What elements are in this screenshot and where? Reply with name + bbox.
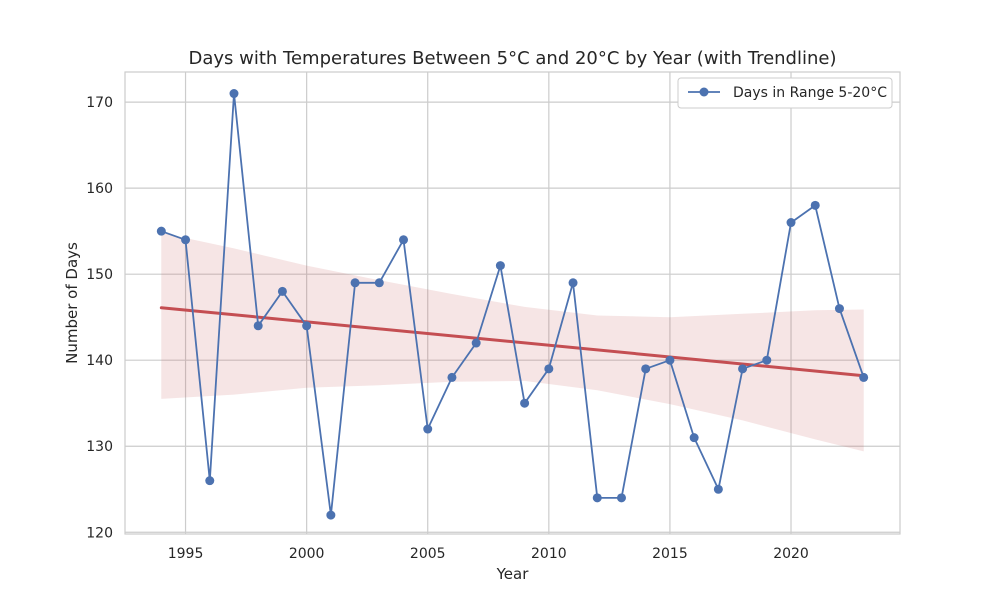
series-layer [156, 89, 869, 520]
x-tick-label: 2000 [289, 546, 325, 562]
data-point [495, 261, 505, 271]
data-point [520, 398, 530, 408]
data-point [689, 433, 699, 443]
plot-area [124, 71, 901, 535]
legend-marker-swatch [699, 87, 709, 97]
data-point [713, 484, 723, 494]
data-point [302, 321, 312, 331]
data-point [156, 226, 166, 236]
trendline [159, 306, 866, 378]
data-point [738, 364, 748, 374]
y-tick-label: 120 [86, 525, 113, 541]
legend: Days in Range 5-20°C [677, 77, 893, 109]
chart-title: Days with Temperatures Between 5°C and 2… [188, 48, 836, 69]
data-point [350, 278, 360, 288]
data-point [471, 338, 481, 348]
data-point [592, 493, 602, 503]
data-point [447, 372, 457, 382]
data-point [544, 364, 554, 374]
data-point [810, 200, 820, 210]
data-point [374, 278, 384, 288]
data-point [786, 218, 796, 228]
data-point [665, 355, 675, 365]
y-tick-label: 160 [86, 181, 113, 197]
y-tick-label: 130 [86, 439, 113, 455]
x-axis-label: Year [496, 565, 530, 583]
data-point [568, 278, 578, 288]
x-tick-label: 2005 [410, 546, 446, 562]
x-tick-label: 2020 [773, 546, 809, 562]
data-point [762, 355, 772, 365]
data-point [399, 235, 409, 245]
data-point [834, 304, 844, 314]
data-point [859, 372, 869, 382]
grid [125, 72, 900, 534]
data-point [277, 286, 287, 296]
data-point [641, 364, 651, 374]
data-point [326, 510, 336, 520]
trendline-layer [159, 306, 866, 378]
x-tick-label: 1995 [168, 546, 204, 562]
y-tick-label: 150 [86, 267, 113, 283]
x-tick-labels: 1995 2000 2005 2010 2015 2020 [168, 546, 809, 562]
data-point [229, 89, 239, 99]
data-point [423, 424, 433, 434]
data-point [181, 235, 191, 245]
legend-box [677, 77, 893, 109]
y-tick-label: 170 [86, 95, 113, 111]
legend-label: Days in Range 5-20°C [733, 85, 887, 101]
data-point [616, 493, 626, 503]
x-tick-label: 2010 [531, 546, 567, 562]
data-point [253, 321, 263, 331]
x-tick-label: 2015 [652, 546, 688, 562]
data-point [205, 476, 215, 486]
y-axis-label: Number of Days [63, 242, 81, 364]
y-tick-label: 140 [86, 353, 113, 369]
y-tick-labels: 120 130 140 150 160 170 [86, 95, 113, 541]
